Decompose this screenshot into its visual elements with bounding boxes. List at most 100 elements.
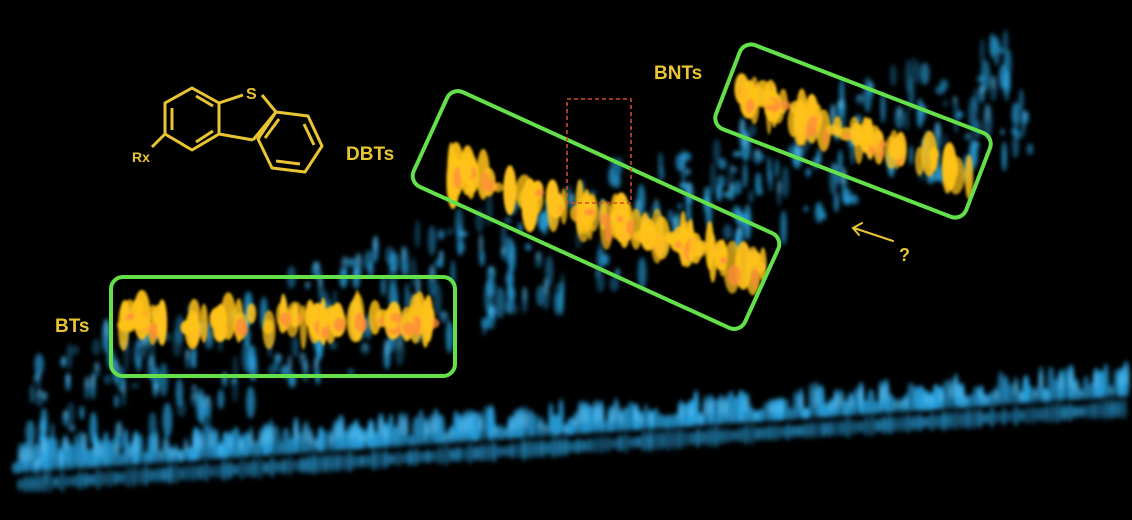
baseline-signal-peak [671, 429, 677, 450]
blue-signal-peak [133, 342, 140, 367]
compound-peak [320, 326, 330, 340]
blue-signal-peak [505, 300, 510, 315]
baseline-signal-peak [587, 437, 593, 453]
baseline-signal-peak [929, 412, 935, 432]
baseline-signal-peak [364, 433, 368, 443]
baseline-signal-peak [551, 414, 561, 437]
blue-signal-peak [814, 201, 824, 224]
baseline-signal-peak [329, 434, 333, 445]
baseline-signal-peak [1103, 399, 1109, 421]
baseline-signal-peak [988, 391, 994, 407]
blue-signal-peak [114, 359, 118, 373]
baseline-signal-peak [544, 426, 548, 432]
baseline-signal-peak [329, 453, 335, 473]
blue-signal-peak [834, 165, 838, 169]
blue-signal-peak [601, 253, 610, 266]
compound-peak [546, 180, 561, 232]
blue-signal-peak [25, 420, 36, 446]
baseline-signal-peak [1003, 375, 1009, 406]
baseline-signal-peak [119, 471, 125, 484]
blue-signal-peak [43, 391, 47, 398]
baseline-signal-peak [641, 431, 647, 452]
blue-signal-peak [457, 240, 466, 254]
blue-signal-peak [489, 266, 493, 274]
baseline-signal-peak [305, 455, 311, 475]
baseline-signal-peak [524, 411, 528, 428]
blue-signal-peak [756, 149, 759, 158]
baseline-signal-peak [1121, 398, 1127, 419]
blue-signal-peak [154, 382, 158, 391]
compound-peak [215, 306, 223, 326]
blue-signal-peak [95, 362, 99, 371]
baseline-signal-peak [797, 424, 803, 438]
baseline-signal-peak [239, 439, 243, 451]
baseline-signal-peak [1109, 399, 1115, 420]
baseline-signal-peak [643, 403, 649, 431]
blue-signal-peak [1004, 71, 1011, 94]
blue-signal-peak [858, 94, 862, 100]
baseline-signal-peak [425, 449, 431, 464]
blue-signal-peak [614, 173, 622, 189]
blue-signal-peak [677, 203, 683, 210]
compound-peaks-layer [117, 73, 974, 351]
arrow-pointing-left-icon [851, 222, 894, 242]
baseline-signal-peak [179, 452, 183, 458]
blue-signal-peak [1001, 141, 1007, 172]
blue-signal-peak [536, 285, 545, 307]
baseline-signal-peak [699, 415, 703, 422]
blue-signal-peak [637, 256, 647, 290]
baseline-signal-peak [584, 407, 588, 424]
baseline-signal-peak [147, 433, 155, 465]
blue-signal-peak [495, 286, 506, 319]
baseline-signal-peak [215, 463, 221, 479]
baseline-signal-peak [659, 430, 665, 451]
blue-signal-peak [462, 231, 466, 235]
baseline-signal-peak [1082, 375, 1090, 401]
blue-signal-peak [914, 60, 921, 85]
blue-signal-peak [404, 282, 410, 313]
compound-peak [402, 321, 416, 336]
baseline-signal-peak [744, 397, 748, 413]
baseline-signal-peak [123, 428, 129, 467]
baseline-signal-peak [1119, 373, 1123, 388]
baseline-signal-peak [504, 430, 508, 435]
blue-signal-peak [560, 272, 565, 301]
blue-signal-peak [980, 59, 991, 92]
baseline-signal-peak [845, 416, 851, 439]
baseline-signal-peak [1044, 391, 1048, 398]
baseline-signal-peak [89, 473, 95, 486]
dbts-label: DBTs [346, 144, 394, 165]
bts-label: BTs [55, 316, 89, 337]
baseline-signal-peak [1097, 400, 1103, 420]
baseline-signal-peak [491, 441, 497, 463]
compound-peak [493, 182, 504, 193]
blue-signal-peak [291, 335, 299, 358]
blue-signal-peak [609, 276, 619, 292]
baseline-signal-peak [334, 425, 338, 441]
baseline-signal-peak [388, 413, 394, 449]
baseline-signal-peak [713, 425, 719, 448]
baseline-signal-peak [917, 413, 923, 432]
baseline-signal-peak [689, 431, 695, 446]
baseline-signal-peak [814, 387, 818, 407]
compound-peak [796, 99, 807, 146]
blue-signal-peak [850, 194, 859, 205]
baseline-signal-peak [263, 461, 269, 475]
baseline-signal-peak [893, 416, 899, 433]
baseline-signal-peak [894, 402, 898, 408]
baseline-signal-peak [679, 405, 683, 419]
baseline-signal-peak [174, 448, 178, 456]
blue-signal-peak [704, 185, 712, 204]
baseline-signal-peak [653, 430, 659, 452]
baseline-signal-peak [459, 418, 463, 434]
blue-signal-peak [117, 422, 121, 438]
baseline-signal-peak [83, 472, 89, 489]
blue-signal-peak [34, 461, 38, 469]
baseline-signal-peak [1124, 366, 1128, 386]
baseline-signal-peak [137, 467, 143, 486]
blue-signal-peak [833, 192, 840, 213]
baseline-signal-peak [1031, 406, 1037, 424]
baseline-signal-peak [199, 434, 203, 451]
baseline-signal-peak [839, 394, 843, 408]
baseline-signal-peak [354, 425, 358, 440]
